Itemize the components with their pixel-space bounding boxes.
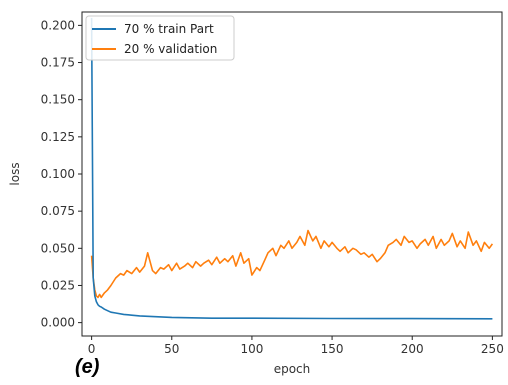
x-tick-label: 150 xyxy=(321,342,344,356)
y-tick-label: 0.100 xyxy=(41,167,75,181)
tick-marks: 0 50 100 150 200 250 0.000 0.025 0.050 0.075 0.100… xyxy=(41,18,504,356)
y-tick-label: 0.200 xyxy=(41,18,75,32)
legend-entry: 20 % validation xyxy=(124,42,217,56)
legend-box xyxy=(85,15,235,61)
x-tick-label: 100 xyxy=(240,342,263,356)
x-tick-label: 200 xyxy=(401,342,424,356)
y-axis-label: loss xyxy=(8,162,22,185)
x-tick-label: 250 xyxy=(481,342,504,356)
y-tick-label: 0.050 xyxy=(41,241,75,255)
x-axis-label: epoch xyxy=(274,362,311,376)
y-tick-label: 0.025 xyxy=(41,278,75,292)
series-line-validation xyxy=(90,229,494,299)
y-tick-label: 0.075 xyxy=(41,204,75,218)
y-tick-label: 0.175 xyxy=(41,56,75,70)
y-tick-label: 0.000 xyxy=(41,316,75,330)
x-tick-label: 0 xyxy=(88,342,96,356)
series-lines xyxy=(90,17,494,320)
panel-label: (e) xyxy=(75,356,100,378)
plot-area xyxy=(82,12,502,336)
x-tick-label: 50 xyxy=(164,342,179,356)
legend-entry: 70 % train Part xyxy=(124,22,214,36)
y-tick-label: 0.125 xyxy=(41,130,75,144)
legend: 70 % train Part 20 % validation xyxy=(85,15,235,61)
series-line-train xyxy=(90,17,493,320)
y-tick-label: 0.150 xyxy=(41,93,75,107)
